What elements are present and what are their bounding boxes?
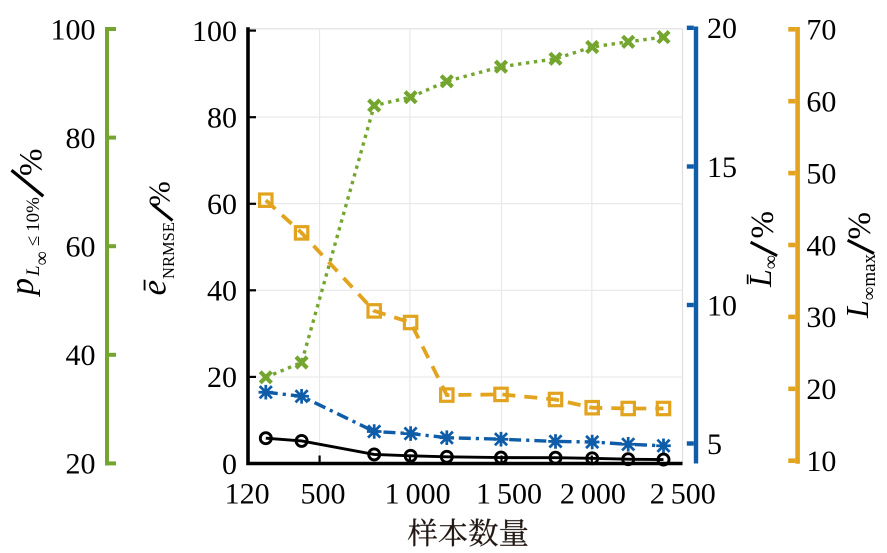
svg-text:15: 15	[707, 151, 737, 184]
svg-text:50: 50	[806, 157, 836, 190]
svg-text:1 000: 1 000	[385, 477, 451, 510]
svg-text:100: 100	[51, 13, 96, 46]
svg-text:100: 100	[192, 15, 237, 48]
svg-text:20: 20	[707, 12, 737, 45]
svg-text:L̄∞: L̄∞	[742, 255, 782, 288]
svg-text:1 500: 1 500	[476, 477, 542, 510]
svg-text:500: 500	[301, 477, 346, 510]
svg-text:120: 120	[225, 477, 270, 510]
svg-text:80: 80	[207, 102, 237, 135]
svg-text:80: 80	[66, 122, 96, 155]
svg-text:40: 40	[207, 275, 237, 308]
svg-text:60: 60	[806, 86, 836, 119]
svg-text:pL∞≤ 10%: pL∞≤ 10%	[4, 197, 53, 297]
svg-text:70: 70	[806, 14, 836, 47]
svg-text:ēNRMSE: ēNRMSE	[135, 222, 179, 295]
svg-text:60: 60	[66, 231, 96, 264]
svg-text:20: 20	[806, 373, 836, 406]
svg-text:5: 5	[707, 428, 722, 461]
svg-text:%: %	[745, 211, 781, 239]
svg-text:%: %	[842, 212, 878, 240]
svg-text:L∞max: L∞max	[839, 253, 880, 319]
svg-text:10: 10	[806, 445, 836, 478]
svg-text:20: 20	[66, 448, 96, 481]
svg-text:2 000: 2 000	[560, 477, 626, 510]
svg-text:%: %	[142, 181, 177, 207]
svg-text:30: 30	[806, 301, 836, 334]
svg-text:40: 40	[66, 339, 96, 372]
svg-text:%: %	[13, 149, 49, 177]
svg-text:60: 60	[207, 188, 237, 221]
svg-text:40: 40	[806, 229, 836, 262]
svg-text:0: 0	[222, 448, 237, 481]
svg-text:10: 10	[707, 289, 737, 322]
svg-text:2 500: 2 500	[650, 477, 716, 510]
svg-text:20: 20	[207, 361, 237, 394]
